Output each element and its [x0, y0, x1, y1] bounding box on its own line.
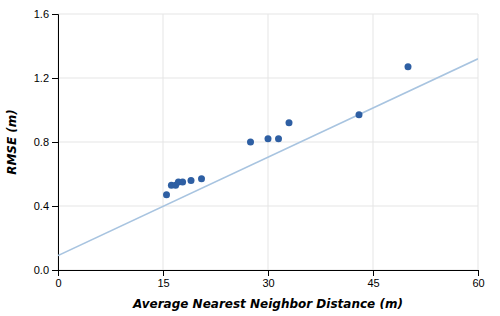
scatter-point: [179, 179, 186, 186]
scatter-point: [188, 177, 195, 184]
x-axis-title: Average Nearest Neighbor Distance (m): [132, 297, 403, 311]
y-tick: 1.2: [34, 72, 58, 84]
y-tick-mark: [52, 206, 58, 207]
grid-line-y: [58, 14, 478, 15]
x-tick-label: 15: [157, 277, 169, 289]
y-tick-label: 0.0: [34, 264, 49, 276]
y-tick-mark: [52, 270, 58, 271]
y-tick-label: 1.6: [34, 8, 49, 20]
x-tick: 30: [262, 270, 274, 289]
y-axis-line: [52, 15, 59, 271]
x-tick-mark: [373, 270, 374, 276]
y-tick-label: 0.8: [34, 136, 49, 148]
plot: 0 15 30 45 60 0.0 0.4 0.8 1.2 1.6: [34, 8, 485, 289]
y-tick: 0.8: [34, 136, 58, 148]
scatter-point: [275, 135, 282, 142]
x-tick: 45: [367, 270, 379, 289]
x-axis-line: [59, 271, 479, 277]
y-tick: 0.4: [34, 200, 58, 212]
chart-container: 0 15 30 45 60 0.0 0.4 0.8 1.2 1.6 Average Nearest …: [0, 0, 500, 316]
x-tick: 0: [55, 270, 61, 289]
x-tick: 15: [157, 270, 169, 289]
trend-line: [58, 59, 478, 256]
y-tick-label: 0.4: [34, 200, 49, 212]
marks: [58, 59, 478, 256]
x-tick-mark: [163, 270, 164, 276]
y-tick: 0.0: [34, 264, 58, 276]
chart: 0 15 30 45 60 0.0 0.4 0.8 1.2 1.6 Average Nearest …: [0, 0, 500, 316]
y-tick-label: 1.2: [34, 72, 49, 84]
scatter-point: [247, 139, 254, 146]
x-tick-mark: [268, 270, 269, 276]
grid-line-y: [58, 206, 478, 207]
x-tick-mark: [478, 270, 479, 276]
scatter-point: [356, 111, 363, 118]
scatter-point: [286, 119, 293, 126]
y-axis: 0.0 0.4 0.8 1.2 1.6: [34, 8, 59, 276]
y-tick-mark: [52, 14, 58, 15]
x-axis: 0 15 30 45 60: [55, 270, 484, 289]
grid: [58, 14, 478, 270]
scatter-point: [405, 63, 412, 70]
x-tick: 60: [472, 270, 484, 289]
y-tick-mark: [52, 78, 58, 79]
scatter-point: [265, 135, 272, 142]
y-axis-title: RMSE (m): [5, 109, 19, 175]
y-tick-mark: [52, 142, 58, 143]
y-tick: 1.6: [34, 8, 58, 20]
x-tick-label: 30: [262, 277, 274, 289]
x-tick-label: 60: [472, 277, 484, 289]
grid-line-y: [58, 78, 478, 79]
scatter-point: [163, 191, 170, 198]
x-tick-label: 45: [367, 277, 379, 289]
scatter-point: [198, 175, 205, 182]
x-tick-label: 0: [55, 277, 61, 289]
